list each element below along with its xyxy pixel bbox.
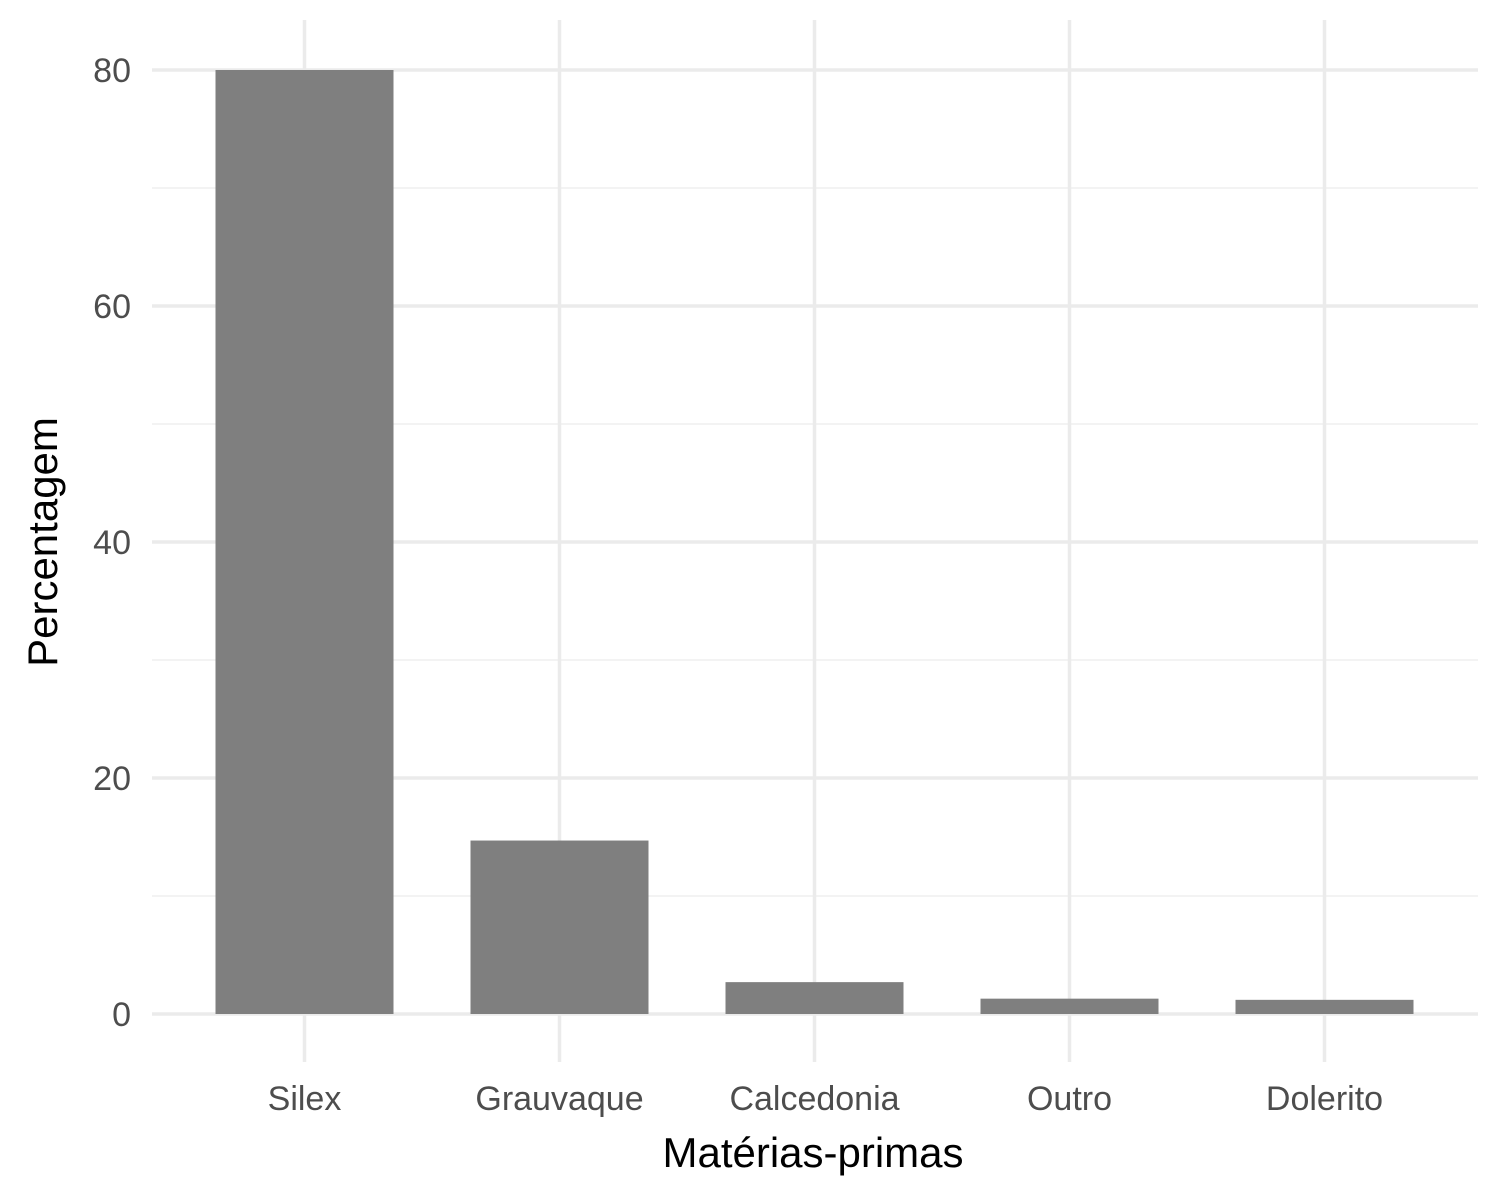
bar-outro bbox=[980, 998, 1159, 1014]
y-tick-label: 20 bbox=[93, 760, 131, 798]
x-tick-label: Grauvaque bbox=[475, 1080, 643, 1118]
x-tick-label: Calcedonia bbox=[729, 1080, 899, 1118]
x-tick-label: Dolerito bbox=[1266, 1080, 1383, 1118]
y-tick-label: 40 bbox=[93, 524, 131, 562]
x-tick-label: Silex bbox=[268, 1080, 342, 1118]
bars bbox=[215, 70, 1414, 1014]
x-axis-ticks: Silex Grauvaque Calcedonia Outro Dolerito bbox=[268, 1080, 1383, 1118]
x-tick-label: Outro bbox=[1027, 1080, 1112, 1118]
y-tick-label: 60 bbox=[93, 288, 131, 326]
y-tick-label: 0 bbox=[112, 996, 131, 1034]
bar-dolerito bbox=[1235, 999, 1414, 1014]
bar-grauvaque bbox=[470, 840, 649, 1014]
x-axis-title: Matérias-primas bbox=[662, 1129, 963, 1176]
y-axis-ticks: 0 20 40 60 80 bbox=[93, 52, 131, 1034]
bar-silex bbox=[215, 70, 394, 1014]
y-axis-title: Percentagem bbox=[19, 417, 66, 667]
y-tick-label: 80 bbox=[93, 52, 131, 90]
bar-calcedonia bbox=[725, 982, 904, 1014]
